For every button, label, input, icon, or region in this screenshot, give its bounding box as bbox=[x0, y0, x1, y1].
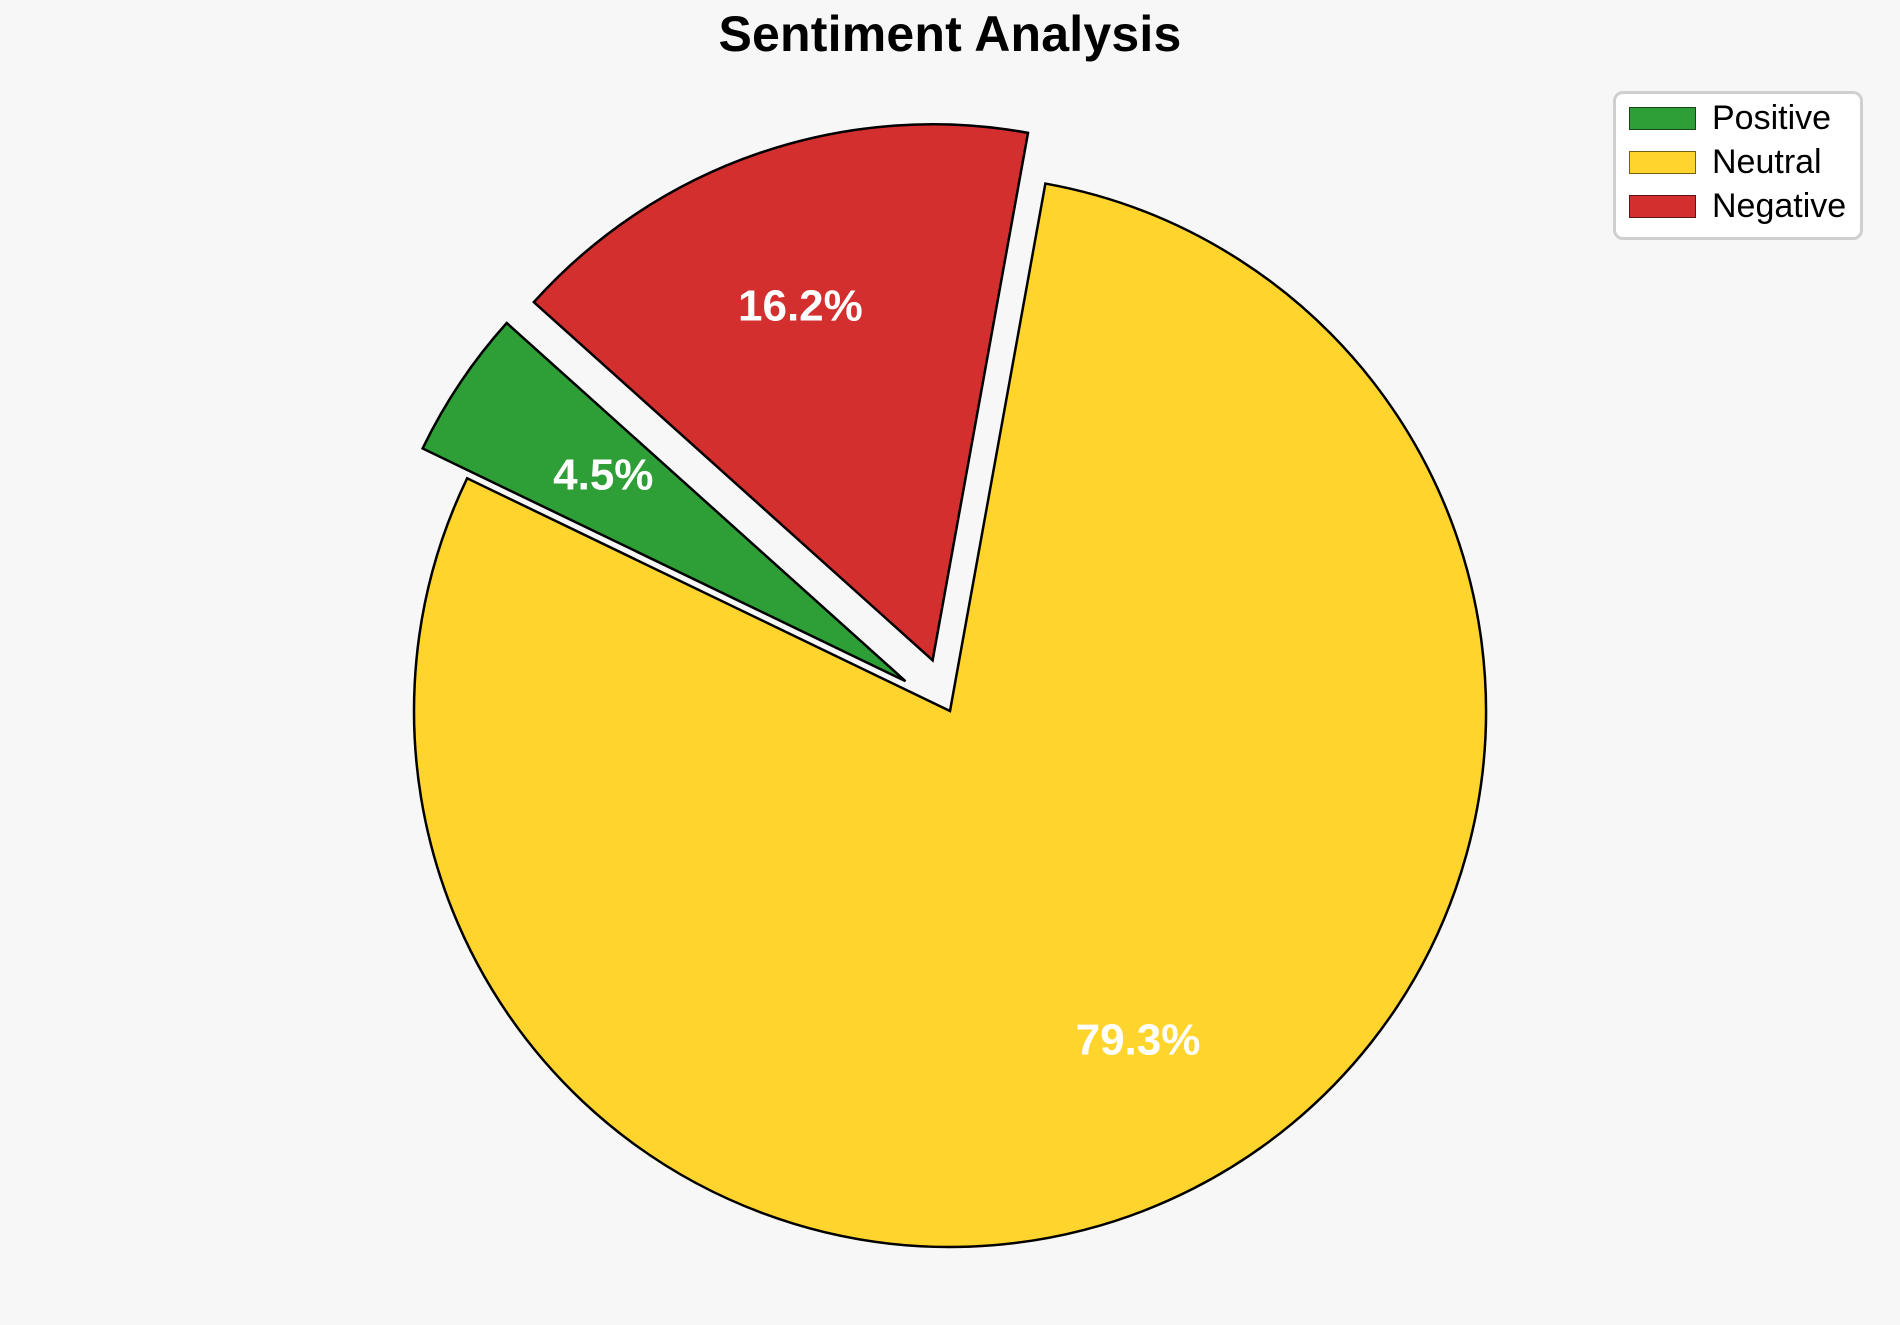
svg-text:4.5%: 4.5% bbox=[553, 451, 653, 500]
svg-text:16.2%: 16.2% bbox=[738, 282, 863, 331]
svg-text:79.3%: 79.3% bbox=[1076, 1016, 1201, 1065]
